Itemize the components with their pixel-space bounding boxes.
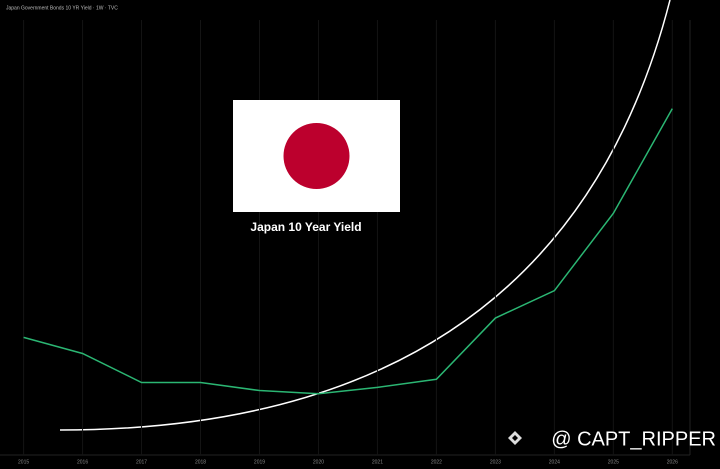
watermark: @ CAPT_RIPPER: [551, 428, 716, 450]
plot: 2015 2016 2017 2018 2019 2020 2021 2022 2023 2024…: [18, 20, 678, 465]
x-tick-label: 2023: [490, 459, 501, 465]
x-tick-label: 2018: [195, 459, 206, 465]
logo: [508, 431, 522, 445]
x-tick-label: 2019: [254, 459, 265, 465]
x-tick-label: 2015: [18, 459, 29, 465]
logo-icon: [508, 431, 522, 445]
annotation: Japan 10 Year Yield: [250, 220, 361, 234]
x-tick-label: 2016: [77, 459, 88, 465]
x-tick-label: 2022: [431, 459, 442, 465]
x-tick-label: 2026: [667, 459, 678, 465]
x-tick-label: 2025: [608, 459, 619, 465]
x-tick-label: 2020: [313, 459, 324, 465]
chart-title: Japan Government Bonds 10 YR Yield · 1W …: [6, 5, 118, 11]
price-line: [23, 108, 673, 395]
flag-sun: [283, 123, 350, 189]
x-tick-label: 2024: [549, 459, 560, 465]
trend-curve: [59, 0, 671, 431]
x-tick-label: 2021: [372, 459, 383, 465]
x-tick-label: 2017: [136, 459, 147, 465]
